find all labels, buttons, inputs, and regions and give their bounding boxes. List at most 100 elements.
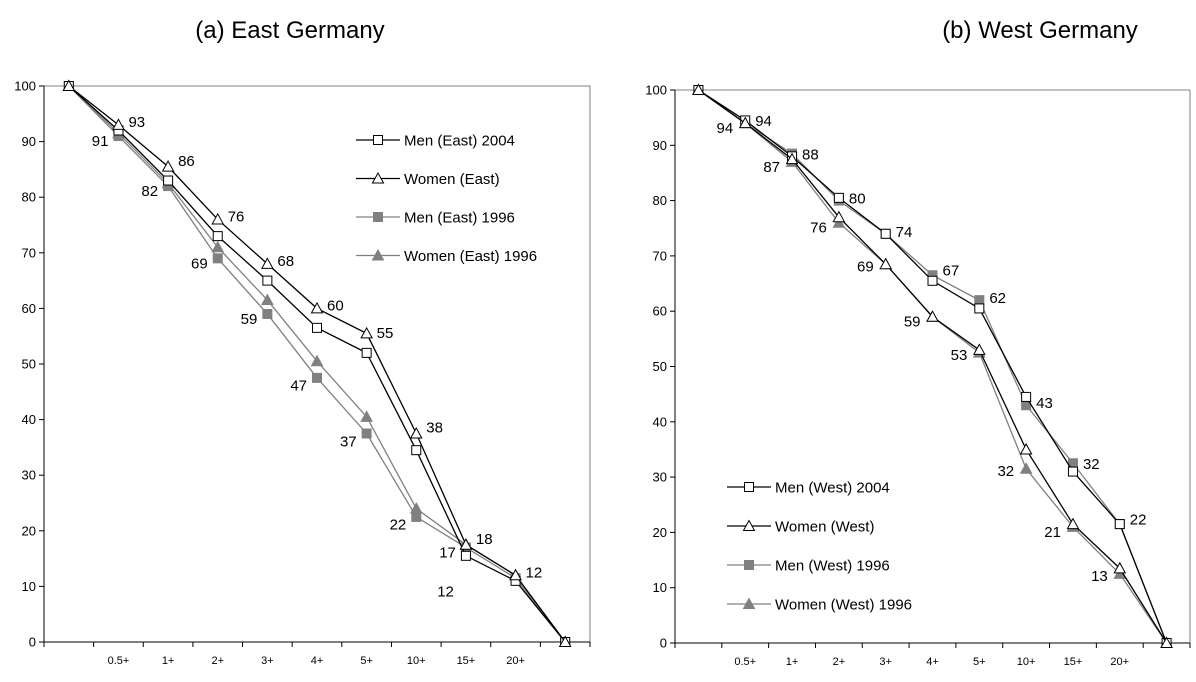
data-label: 74 — [896, 224, 913, 241]
data-point — [974, 303, 985, 314]
y-tick-label: 30 — [653, 470, 667, 485]
x-tick-label: 4+ — [311, 655, 324, 667]
data-label: 69 — [191, 255, 208, 272]
data-point — [1021, 391, 1032, 402]
legend-label: Men (East) 2004 — [404, 133, 515, 150]
data-point — [927, 275, 938, 286]
data-point — [785, 152, 799, 165]
data-label: 53 — [951, 347, 968, 364]
legend-marker — [742, 597, 756, 609]
data-point — [212, 231, 223, 242]
x-tick-label: 10+ — [407, 655, 426, 667]
x-tick-label: 5+ — [360, 655, 373, 667]
x-tick-label: 1+ — [786, 656, 799, 668]
chart-title: (a) East Germany — [195, 17, 384, 44]
data-label: 22 — [1130, 511, 1147, 528]
data-point — [880, 228, 891, 239]
y-tick-label: 60 — [653, 304, 667, 319]
y-tick-label: 40 — [22, 412, 36, 427]
data-label: 76 — [228, 208, 245, 225]
data-point — [879, 257, 893, 270]
y-tick-label: 100 — [14, 79, 36, 94]
data-label: 69 — [857, 258, 874, 275]
chart-title: (b) West Germany — [942, 17, 1138, 44]
y-tick-label: 10 — [653, 580, 667, 595]
data-label: 21 — [1044, 524, 1061, 541]
y-tick-label: 20 — [22, 523, 36, 538]
data-point — [1160, 636, 1173, 648]
data-point — [1114, 519, 1125, 530]
data-point — [161, 160, 175, 172]
legend-label: Men (West) 2004 — [775, 480, 890, 497]
data-label: 67 — [943, 262, 960, 279]
data-label: 18 — [476, 531, 493, 548]
legend-label: Men (West) 1996 — [775, 558, 890, 575]
y-tick-label: 60 — [22, 301, 36, 316]
data-label: 47 — [290, 378, 307, 395]
x-tick-label: 20+ — [1110, 656, 1129, 668]
data-label: 17 — [439, 544, 456, 561]
legend-label: Women (West) — [775, 519, 874, 536]
data-label: 59 — [904, 314, 921, 331]
x-tick-label: 2+ — [211, 655, 224, 667]
data-point — [261, 293, 274, 306]
data-point — [211, 212, 225, 225]
x-tick-label: 0.5+ — [108, 655, 130, 667]
data-point — [312, 372, 322, 383]
data-point — [360, 326, 373, 339]
data-point — [832, 216, 846, 228]
legend-marker — [742, 519, 756, 531]
data-label: 91 — [92, 133, 109, 150]
x-tick-label: 20+ — [506, 655, 525, 667]
data-point — [262, 275, 273, 286]
y-tick-label: 100 — [645, 83, 667, 98]
legend-marker — [744, 482, 754, 492]
chart-panel-east: (a) East Germany 0 10 20 30 40 50 60 70 80 90 100 0.… — [14, 17, 591, 667]
chart-panel-west: (b) West Germany 0 10 20 30 40 50 60 70 80 90 100 0.… — [645, 17, 1191, 668]
x-tick-label: 3+ — [879, 656, 892, 668]
legend-marker — [371, 171, 385, 184]
data-label: 76 — [810, 220, 827, 237]
data-label: 43 — [1036, 395, 1053, 412]
y-tick-label: 30 — [22, 468, 36, 483]
legend-marker — [371, 248, 385, 261]
data-label: 82 — [141, 183, 158, 200]
data-label: 94 — [717, 120, 734, 137]
data-point — [1066, 517, 1080, 530]
data-point — [411, 445, 422, 456]
y-tick-label: 50 — [653, 359, 667, 374]
data-point — [459, 538, 473, 550]
data-label: 59 — [241, 311, 258, 328]
data-point — [212, 253, 223, 264]
data-label: 12 — [437, 583, 454, 600]
data-point — [409, 426, 423, 439]
data-point — [310, 301, 324, 314]
y-tick-label: 90 — [653, 138, 667, 153]
data-point — [1019, 442, 1033, 455]
data-label: 93 — [128, 114, 145, 131]
data-point — [509, 568, 522, 581]
data-point — [409, 502, 423, 514]
legend-marker — [373, 212, 383, 222]
y-tick-label: 80 — [653, 193, 667, 208]
x-tick-label: 4+ — [926, 656, 939, 668]
x-tick-label: 10+ — [1017, 656, 1036, 668]
data-point — [926, 310, 939, 322]
data-label: 38 — [426, 420, 443, 437]
y-tick-label: 0 — [660, 636, 667, 651]
data-point — [692, 83, 705, 95]
x-tick-label: 1+ — [162, 655, 175, 667]
data-label: 22 — [390, 517, 407, 534]
data-label: 80 — [849, 191, 866, 208]
data-point — [974, 295, 985, 306]
data-point — [62, 79, 76, 91]
legend-label: Men (East) 1996 — [404, 210, 515, 227]
data-point — [1019, 462, 1033, 474]
data-point — [360, 410, 373, 422]
legend-label: Women (West) 1996 — [775, 597, 912, 614]
data-label: 37 — [340, 433, 357, 450]
data-point — [1067, 466, 1078, 477]
data-point — [112, 118, 125, 130]
data-label: 88 — [802, 146, 819, 163]
